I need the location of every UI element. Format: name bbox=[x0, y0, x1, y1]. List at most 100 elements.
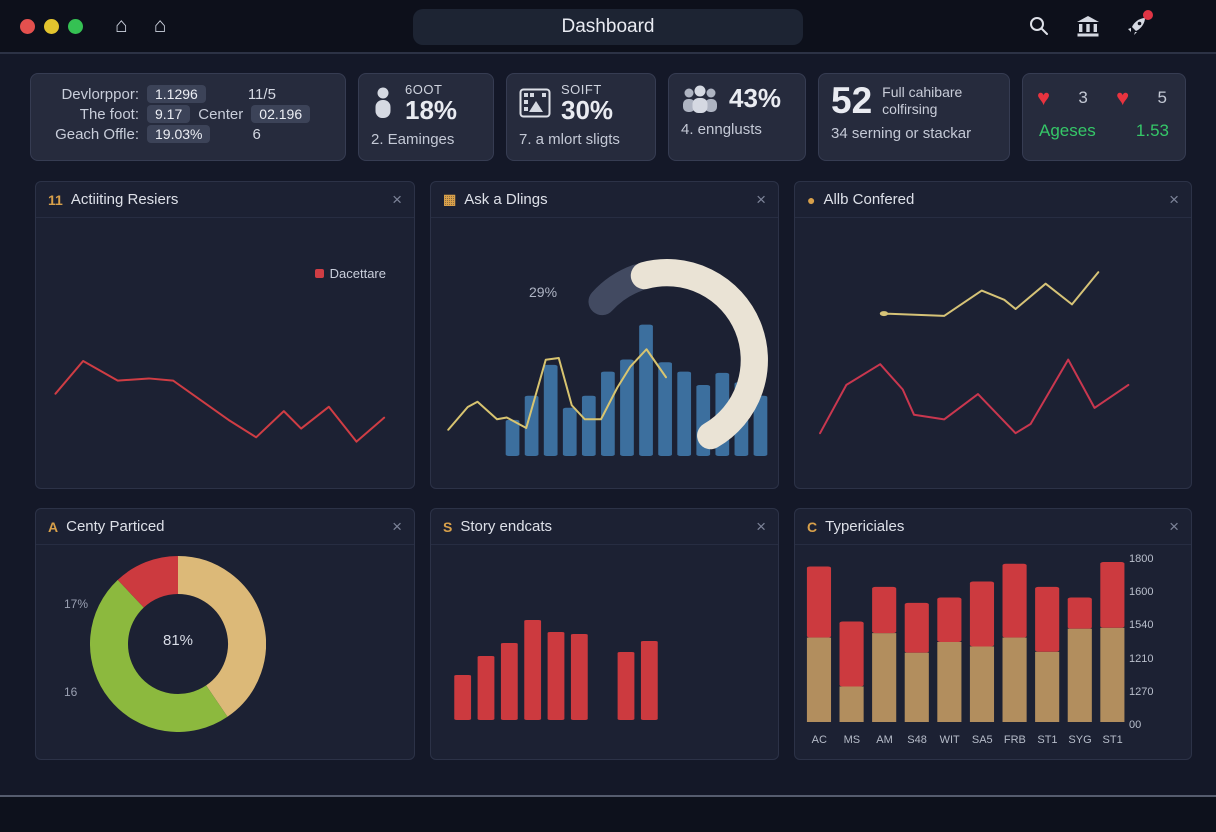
panel-body: 29% bbox=[431, 218, 778, 488]
panel-activity: 11 Actiiting Resiers × Dacettare bbox=[35, 181, 415, 489]
stat-value: 52 bbox=[831, 80, 873, 121]
stat-label: SOIFT bbox=[561, 82, 602, 97]
panel-badge: C bbox=[807, 518, 818, 535]
traffic-lights bbox=[20, 18, 83, 34]
stat-value: 18% bbox=[405, 94, 458, 125]
close-icon[interactable]: × bbox=[1169, 517, 1179, 536]
panel-title: Story endcats bbox=[460, 518, 553, 535]
close-icon[interactable]: × bbox=[392, 517, 402, 536]
stat-label: 6OOT bbox=[405, 82, 443, 97]
x-category: MS bbox=[843, 734, 861, 746]
home-alt-icon[interactable]: ⌂ bbox=[153, 14, 167, 37]
address-bar[interactable]: Dashboard bbox=[413, 9, 803, 45]
panel-title: Typericiales bbox=[825, 518, 905, 535]
ageses-label: Ageses bbox=[1039, 121, 1096, 140]
ageses-value: 1.53 bbox=[1135, 121, 1169, 140]
panel-title: Centy Particed bbox=[66, 518, 165, 535]
stat-value: 30% bbox=[561, 94, 614, 125]
donut-chart bbox=[90, 556, 266, 732]
kv-value-badge: 02.196 bbox=[251, 105, 311, 123]
close-window-button[interactable] bbox=[20, 18, 35, 34]
top-bar-actions bbox=[1027, 10, 1196, 38]
users-icon bbox=[683, 85, 717, 113]
x-category: ST1 bbox=[1102, 734, 1123, 746]
minimize-window-button[interactable] bbox=[44, 18, 59, 34]
legend-label: Dacettare bbox=[329, 266, 386, 281]
top-bar: ⌂ ⌂ Dashboard bbox=[0, 0, 1216, 54]
donut-center-label: 81% bbox=[162, 632, 194, 649]
stat-caption: 4. ennglusts bbox=[681, 121, 762, 138]
panel-badge: 11 bbox=[48, 191, 63, 208]
heart-count: 3 bbox=[1078, 88, 1088, 107]
panel-badge: A bbox=[48, 518, 59, 535]
panel-conferred: ● Allb Confered × bbox=[794, 181, 1192, 489]
stat-card-calibre: 52 Full cahibare colfirsing 34 serning o… bbox=[818, 73, 1010, 161]
kv-value-badge: 1.1296 bbox=[147, 85, 206, 103]
x-category: SYG bbox=[1068, 734, 1092, 746]
y-tick: 1800 bbox=[1129, 553, 1154, 565]
y-tick: 1270 bbox=[1129, 685, 1154, 698]
close-icon[interactable]: × bbox=[756, 190, 766, 209]
y-tick: 1540 bbox=[1129, 619, 1154, 632]
panel-donut: A Centy Particed × 81% 17% 16 bbox=[35, 508, 415, 760]
x-category: AM bbox=[876, 734, 893, 746]
kv-row: Geach Offle: 19.03% 6 bbox=[43, 125, 333, 143]
stat-card-favorites: ♥ 3 ♥ 5 Ageses 1.53 bbox=[1022, 73, 1186, 161]
panel-typericiales: C Typericiales × 1800 1600 1540 1210 1270 00 … bbox=[794, 508, 1192, 760]
zoom-window-button[interactable] bbox=[68, 18, 83, 34]
panel-title: Actiiting Resiers bbox=[70, 191, 179, 208]
panel-badge: ▦ bbox=[443, 191, 457, 207]
heart-icon: ♥ bbox=[1116, 85, 1130, 110]
panel-header: ● Allb Confered × bbox=[795, 182, 1191, 218]
panel-body: 81% 17% 16 bbox=[36, 545, 414, 759]
home-icon[interactable]: ⌂ bbox=[115, 14, 128, 37]
stat-desc-line2: colfirsing bbox=[882, 100, 938, 117]
stat-card-earnings: 6OOT 18% 2. Eaminges bbox=[358, 73, 494, 161]
x-category: SA5 bbox=[971, 734, 993, 746]
kv-value-badge: 19.03% bbox=[147, 125, 211, 143]
stat-card-slots: SOIFT 30% 7. a mlort sligts bbox=[506, 73, 656, 161]
y-axis-ticks: 1800 1600 1540 1210 1270 00 bbox=[1129, 553, 1169, 731]
kv-extra: 6 bbox=[252, 125, 261, 143]
bank-icon[interactable] bbox=[1076, 14, 1100, 38]
search-icon[interactable] bbox=[1027, 14, 1051, 38]
chart-legend: Dacettare bbox=[314, 266, 386, 281]
line-chart bbox=[52, 252, 398, 470]
y-tick: 1600 bbox=[1129, 586, 1154, 599]
panel-body: 1800 1600 1540 1210 1270 00 AC MS AM S48 WIT SA5 FR… bbox=[795, 545, 1191, 759]
panel-header: 11 Actiiting Resiers × bbox=[36, 182, 414, 218]
line-overlay bbox=[445, 281, 770, 456]
panels-grid: 11 Actiiting Resiers × Dacettare ▦ Ask a… bbox=[35, 181, 1192, 760]
y-tick: 00 bbox=[1129, 718, 1142, 731]
bar-chart bbox=[454, 620, 658, 720]
panel-header: C Typericiales × bbox=[795, 509, 1191, 545]
kv-label: Geach Offle: bbox=[55, 125, 139, 143]
x-category: ST1 bbox=[1037, 734, 1058, 746]
close-icon[interactable]: × bbox=[756, 517, 766, 536]
rocket-icon[interactable] bbox=[1125, 10, 1153, 38]
kv-extra: 11/5 bbox=[247, 85, 276, 103]
panel-story: S Story endcats × bbox=[430, 508, 779, 760]
panel-header: A Centy Particed × bbox=[36, 509, 414, 545]
panel-asks: ▦ Ask a Dlings × 29% bbox=[430, 181, 779, 489]
menu-icon[interactable] bbox=[1174, 14, 1196, 38]
image-icon bbox=[519, 88, 551, 118]
panel-title: Allb Confered bbox=[823, 191, 915, 208]
kv-row: The foot: 9.17 Center 02.196 bbox=[43, 105, 333, 123]
stat-card-users: 43% 4. ennglusts bbox=[668, 73, 806, 161]
close-icon[interactable]: × bbox=[392, 190, 402, 209]
legend-dot bbox=[314, 269, 324, 278]
nav-icons: ⌂ ⌂ bbox=[115, 14, 166, 38]
panel-title: Ask a Dlings bbox=[464, 191, 548, 208]
panel-body bbox=[795, 218, 1191, 488]
panel-header: S Story endcats × bbox=[431, 509, 778, 545]
stat-caption: 34 serning or stackar bbox=[831, 125, 972, 143]
line-chart bbox=[805, 240, 1181, 470]
heart-count: 5 bbox=[1157, 88, 1167, 107]
close-icon[interactable]: × bbox=[1169, 190, 1179, 209]
stat-caption: 2. Eaminges bbox=[371, 130, 455, 148]
kv-label2: Center bbox=[198, 105, 244, 123]
kv-label: The foot: bbox=[79, 105, 139, 123]
stat-value: 43% bbox=[729, 83, 782, 113]
